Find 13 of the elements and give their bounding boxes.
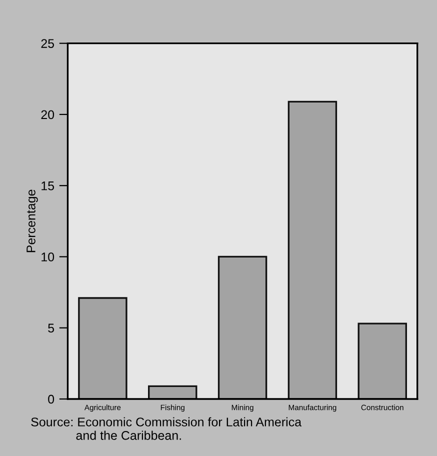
source-note: Source: Economic Commission for Latin America and the Caribbean. — [31, 417, 302, 440]
bar — [358, 322, 407, 399]
y-tick-label: 20 — [41, 110, 54, 120]
y-tick-label: 10 — [42, 252, 54, 262]
y-tick-label: 5 — [48, 324, 54, 333]
y-tick-label: 15 — [42, 182, 54, 190]
y-axis-title: Percentage — [26, 190, 38, 252]
bar — [218, 256, 268, 399]
y-tick-label: 0 — [48, 394, 54, 404]
y-tick-label: 25 — [41, 39, 54, 48]
bar — [288, 100, 338, 399]
bar — [148, 385, 198, 399]
bar — [78, 297, 128, 399]
